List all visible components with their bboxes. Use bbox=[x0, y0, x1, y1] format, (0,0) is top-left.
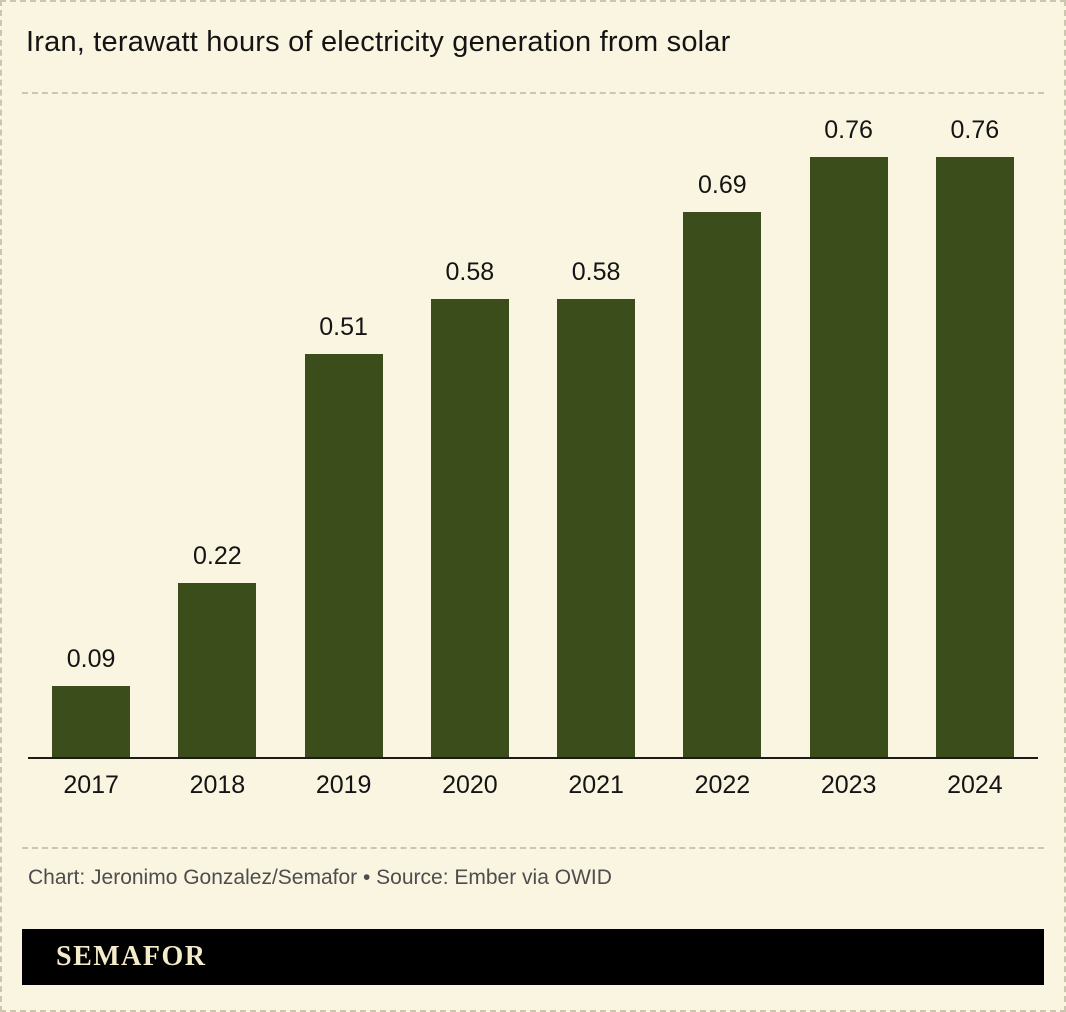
x-axis-label: 2022 bbox=[694, 771, 751, 800]
spacer bbox=[22, 801, 1044, 847]
bar-value-label: 0.09 bbox=[66, 645, 116, 674]
credit-line: Chart: Jeronimo Gonzalez/Semafor • Sourc… bbox=[28, 866, 612, 890]
bar-group: 0.58 bbox=[533, 94, 659, 758]
bar-value-label: 0.51 bbox=[319, 313, 368, 342]
bar-2023 bbox=[809, 157, 888, 758]
x-axis-label: 2024 bbox=[947, 771, 1003, 800]
bar-value-label: 0.58 bbox=[445, 258, 495, 287]
bar-group: 0.58 bbox=[407, 94, 533, 758]
bar-value-label: 0.69 bbox=[698, 171, 747, 200]
bar-2024 bbox=[935, 157, 1014, 758]
chart-title: Iran, terawatt hours of electricity gene… bbox=[26, 26, 731, 58]
bar-group: 0.51 bbox=[281, 94, 407, 758]
x-axis-label: 2017 bbox=[63, 771, 119, 800]
x-axis-labels: 2017 2018 2019 2020 2021 2022 2023 2024 bbox=[28, 759, 1038, 801]
chart-bottom-divider bbox=[22, 847, 1044, 850]
bar-group: 0.22 bbox=[154, 94, 280, 758]
bar-chart: 0.09 0.22 0.51 0.58 0.58 0.69 0.76 0.76 bbox=[28, 94, 1038, 758]
chart-area: 0.09 0.22 0.51 0.58 0.58 0.69 0.76 0.76 2017 201… bbox=[22, 94, 1044, 801]
header-divider bbox=[22, 92, 1044, 95]
x-axis-line bbox=[28, 757, 1038, 760]
bar-2022 bbox=[683, 212, 762, 758]
bar-2018 bbox=[178, 583, 257, 758]
bar-value-label: 0.76 bbox=[824, 116, 873, 145]
x-axis-label: 2018 bbox=[189, 771, 246, 800]
bar-2019 bbox=[304, 354, 383, 758]
bar-value-label: 0.22 bbox=[193, 542, 242, 571]
brand-bar: SEMAFOR bbox=[22, 929, 1044, 986]
bar-2017 bbox=[52, 686, 131, 758]
bar-2020 bbox=[430, 299, 509, 758]
bar-2021 bbox=[557, 299, 636, 758]
x-axis-label: 2020 bbox=[442, 771, 498, 800]
x-axis-label: 2019 bbox=[315, 771, 372, 800]
x-axis-label: 2021 bbox=[568, 771, 624, 800]
bar-group: 0.76 bbox=[786, 94, 912, 758]
bar-group: 0.76 bbox=[912, 94, 1038, 758]
bar-value-label: 0.76 bbox=[950, 116, 1000, 145]
bar-group: 0.09 bbox=[28, 94, 154, 758]
x-axis-label: 2023 bbox=[820, 771, 877, 800]
semafor-logo: SEMAFOR bbox=[56, 941, 207, 973]
bar-group: 0.69 bbox=[659, 94, 785, 758]
bar-value-label: 0.58 bbox=[571, 258, 621, 287]
